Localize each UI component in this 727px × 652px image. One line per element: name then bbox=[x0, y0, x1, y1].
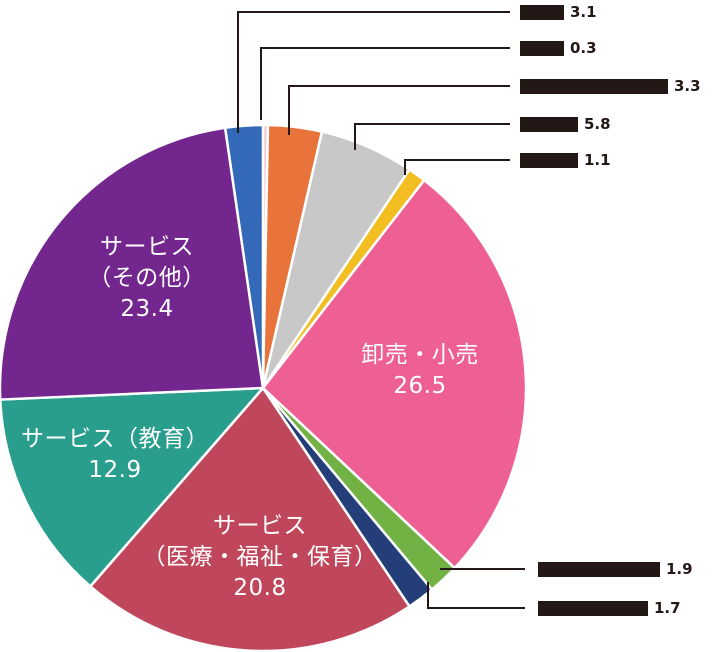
pie-slice bbox=[0, 386, 265, 588]
label-value: 3.3 bbox=[674, 77, 701, 95]
label-value: 23.4 bbox=[120, 296, 174, 322]
label-line: 卸売・小売 bbox=[361, 342, 479, 368]
ext-label-yellow: 1.1 bbox=[520, 151, 611, 169]
label-value: 12.9 bbox=[88, 457, 142, 483]
label-retail: 卸売・小売 26.5 bbox=[345, 340, 495, 402]
label-value: 26.5 bbox=[393, 373, 447, 399]
leader-line-navy bbox=[427, 582, 525, 609]
label-line: サービス bbox=[100, 234, 194, 260]
pie-slice bbox=[261, 178, 528, 570]
redacted-text bbox=[520, 79, 668, 94]
redacted-text bbox=[520, 5, 564, 20]
redacted-text bbox=[520, 117, 578, 132]
redacted-text bbox=[538, 601, 648, 616]
redacted-text bbox=[538, 562, 660, 577]
label-value: 5.8 bbox=[584, 115, 611, 133]
label-other-service: サービス （その他） 23.4 bbox=[82, 232, 212, 325]
ext-label-palepink: 0.3 bbox=[520, 39, 597, 57]
redacted-text bbox=[520, 153, 578, 168]
label-line: サービス bbox=[213, 513, 307, 539]
label-medical: サービス （医療・福祉・保育） 20.8 bbox=[140, 511, 380, 604]
pie-slices bbox=[0, 123, 528, 652]
leader-line-orange bbox=[288, 85, 510, 135]
leader-line-gray bbox=[354, 123, 510, 150]
label-value: 1.9 bbox=[666, 560, 693, 578]
pie-slice bbox=[223, 123, 265, 390]
label-line: （医療・福祉・保育） bbox=[142, 544, 378, 570]
ext-label-orange: 3.3 bbox=[520, 77, 701, 95]
leader-lines bbox=[237, 11, 525, 609]
pie-slice bbox=[0, 126, 265, 401]
ext-label-navy: 1.7 bbox=[538, 599, 681, 617]
label-value: 3.1 bbox=[570, 3, 597, 21]
leader-line-blue bbox=[237, 11, 510, 133]
label-value: 20.8 bbox=[233, 575, 287, 601]
label-value: 1.1 bbox=[584, 151, 611, 169]
label-value: 0.3 bbox=[570, 39, 597, 57]
ext-label-blue: 3.1 bbox=[520, 3, 597, 21]
leader-line-yellow bbox=[404, 159, 510, 175]
label-education: サービス（教育） 12.9 bbox=[10, 424, 220, 486]
leader-line-palepink bbox=[260, 47, 510, 120]
redacted-text bbox=[520, 41, 564, 56]
pie-slice bbox=[89, 386, 411, 652]
label-line: サービス（教育） bbox=[21, 426, 209, 452]
label-line: （その他） bbox=[88, 265, 206, 291]
ext-label-green: 1.9 bbox=[538, 560, 693, 578]
ext-label-gray: 5.8 bbox=[520, 115, 611, 133]
label-value: 1.7 bbox=[654, 599, 681, 617]
